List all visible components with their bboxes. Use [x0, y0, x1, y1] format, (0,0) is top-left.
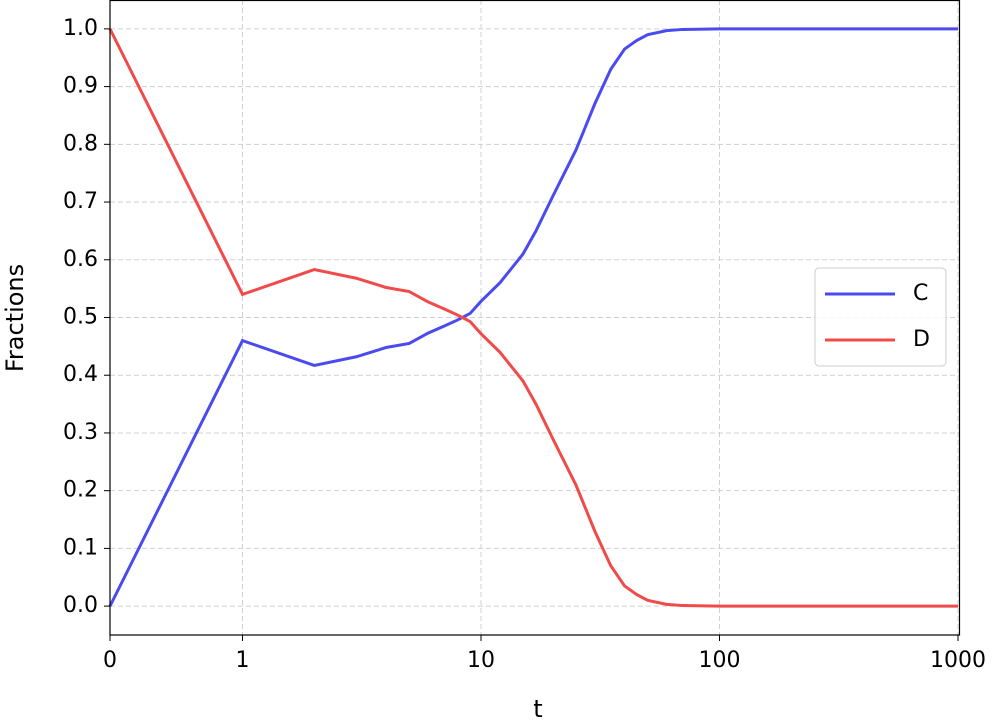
legend: CD: [814, 267, 947, 367]
grid: [109, 0, 960, 635]
x-tick-label: 100: [699, 648, 741, 673]
y-tick-label: 0.8: [63, 131, 98, 156]
x-tick-label: 1000: [930, 648, 986, 673]
y-axis-label: Fractions: [1, 264, 29, 372]
line-series: [108, 28, 958, 608]
y-tick-label: 0.9: [63, 74, 98, 99]
x-tick-label: 0: [103, 648, 117, 673]
y-tick-label: 0.6: [63, 247, 98, 272]
y-tick-label: 0.2: [63, 478, 98, 503]
line-series: [108, 27, 958, 607]
y-tick-label: 0.0: [63, 593, 98, 618]
x-axis-label: t: [533, 695, 542, 723]
legend-label: C: [913, 281, 928, 306]
y-tick-label: 0.5: [63, 305, 98, 330]
y-tick-label: 0.4: [63, 362, 98, 387]
y-tick-label: 0.3: [63, 420, 98, 445]
y-tick-label: 1.0: [63, 16, 98, 41]
legend-label: D: [913, 327, 930, 352]
axes-frame: [109, 0, 961, 636]
x-tick-label: 10: [467, 648, 495, 673]
y-tick-label: 0.7: [63, 189, 98, 214]
x-tick-label: 1: [236, 648, 250, 673]
y-tick-label: 0.1: [63, 535, 98, 560]
